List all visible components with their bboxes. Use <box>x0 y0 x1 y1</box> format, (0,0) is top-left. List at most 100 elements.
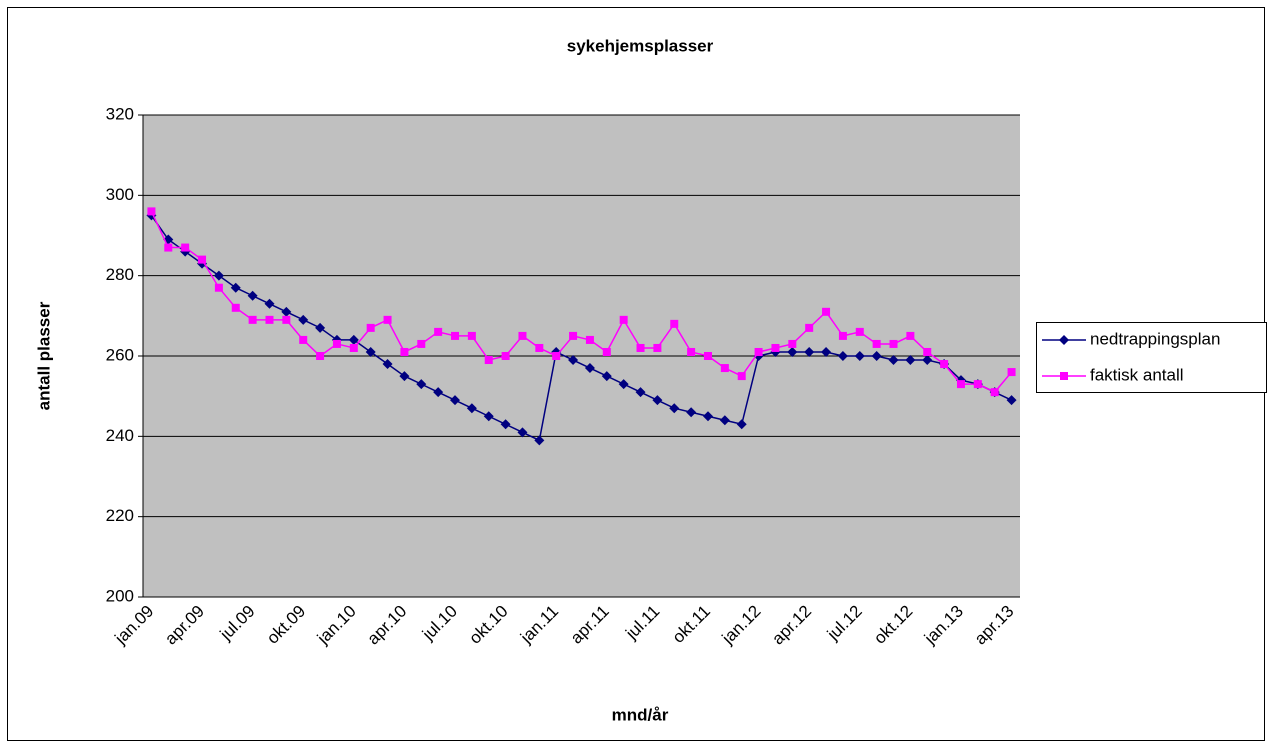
data-point <box>231 303 240 312</box>
data-point <box>1006 395 1017 406</box>
data-point <box>618 379 629 390</box>
data-point <box>299 335 308 344</box>
data-point <box>837 351 848 361</box>
data-point <box>450 395 461 406</box>
data-point <box>568 355 579 366</box>
data-point <box>619 315 628 324</box>
data-point <box>720 364 729 373</box>
data-point <box>788 339 797 348</box>
data-point <box>719 415 730 426</box>
data-point <box>213 270 224 281</box>
y-tick-label: 220 <box>106 506 134 525</box>
legend-label: faktisk antall <box>1090 365 1184 384</box>
data-point <box>905 355 916 366</box>
data-point <box>332 339 341 348</box>
data-point <box>602 347 611 356</box>
data-point <box>500 419 511 430</box>
data-point <box>383 315 392 324</box>
data-point <box>433 387 444 398</box>
data-point <box>417 339 426 348</box>
data-point <box>804 346 815 357</box>
y-tick-label: 200 <box>106 586 134 605</box>
data-point <box>584 363 595 374</box>
data-point <box>230 282 241 293</box>
data-point <box>484 356 493 365</box>
data-point <box>298 314 309 325</box>
data-point <box>348 334 359 345</box>
data-point <box>771 343 780 352</box>
data-point <box>871 351 882 361</box>
data-point <box>822 307 831 316</box>
data-point <box>535 343 544 352</box>
data-point <box>214 283 223 292</box>
data-point <box>669 403 680 414</box>
data-point <box>805 323 814 332</box>
data-point <box>686 407 697 418</box>
data-point <box>736 419 747 430</box>
data-point <box>518 331 527 340</box>
data-point <box>569 331 578 340</box>
data-point <box>264 298 275 309</box>
data-point <box>198 255 207 264</box>
data-point <box>365 346 376 357</box>
data-point <box>282 315 291 324</box>
chart-title: sykehjemsplasser <box>567 36 714 55</box>
y-tick-label: 240 <box>106 426 134 445</box>
data-point <box>703 352 712 360</box>
x-axis-label: mnd/år <box>612 705 669 724</box>
data-point <box>653 343 662 352</box>
data-point <box>838 331 847 340</box>
data-point <box>906 331 915 340</box>
data-point <box>940 360 949 369</box>
data-point <box>754 347 763 356</box>
data-point <box>601 371 612 382</box>
data-point <box>247 290 258 301</box>
data-point <box>281 306 292 317</box>
data-point <box>923 347 932 356</box>
data-point <box>872 339 881 348</box>
data-point <box>956 380 965 389</box>
data-point <box>181 243 190 252</box>
data-point <box>552 352 561 360</box>
data-point <box>687 347 696 356</box>
y-axis-label: antall plasser <box>34 301 53 410</box>
data-point <box>147 207 156 216</box>
data-point <box>821 346 832 357</box>
data-point <box>466 403 477 414</box>
data-point <box>534 435 545 446</box>
y-tick-label: 260 <box>106 345 134 364</box>
data-point <box>416 379 427 390</box>
series-line <box>150 211 1013 394</box>
data-point <box>164 243 173 252</box>
data-point <box>990 388 999 397</box>
data-point <box>702 411 713 422</box>
data-point <box>787 346 798 357</box>
data-point <box>501 352 510 360</box>
data-point <box>854 351 865 361</box>
data-point <box>922 355 933 366</box>
legend <box>1036 322 1267 393</box>
data-point <box>467 331 476 340</box>
data-point <box>248 315 257 324</box>
y-tick-label: 300 <box>106 185 134 204</box>
series-line <box>150 214 1012 442</box>
y-tick-label: 280 <box>106 265 134 284</box>
data-point <box>652 395 663 406</box>
data-point <box>382 359 393 370</box>
data-point <box>349 343 358 352</box>
data-point <box>316 352 325 360</box>
data-point <box>1007 368 1016 377</box>
data-point <box>889 339 898 348</box>
y-tick-label: 320 <box>106 104 134 123</box>
legend-marker <box>1060 372 1068 380</box>
data-point <box>737 372 746 381</box>
data-point <box>670 319 679 328</box>
data-point <box>451 331 460 340</box>
data-point <box>585 335 594 344</box>
data-point <box>399 371 410 382</box>
data-point <box>400 347 409 356</box>
data-point <box>366 323 375 332</box>
data-point <box>635 387 646 398</box>
data-point <box>636 343 645 352</box>
